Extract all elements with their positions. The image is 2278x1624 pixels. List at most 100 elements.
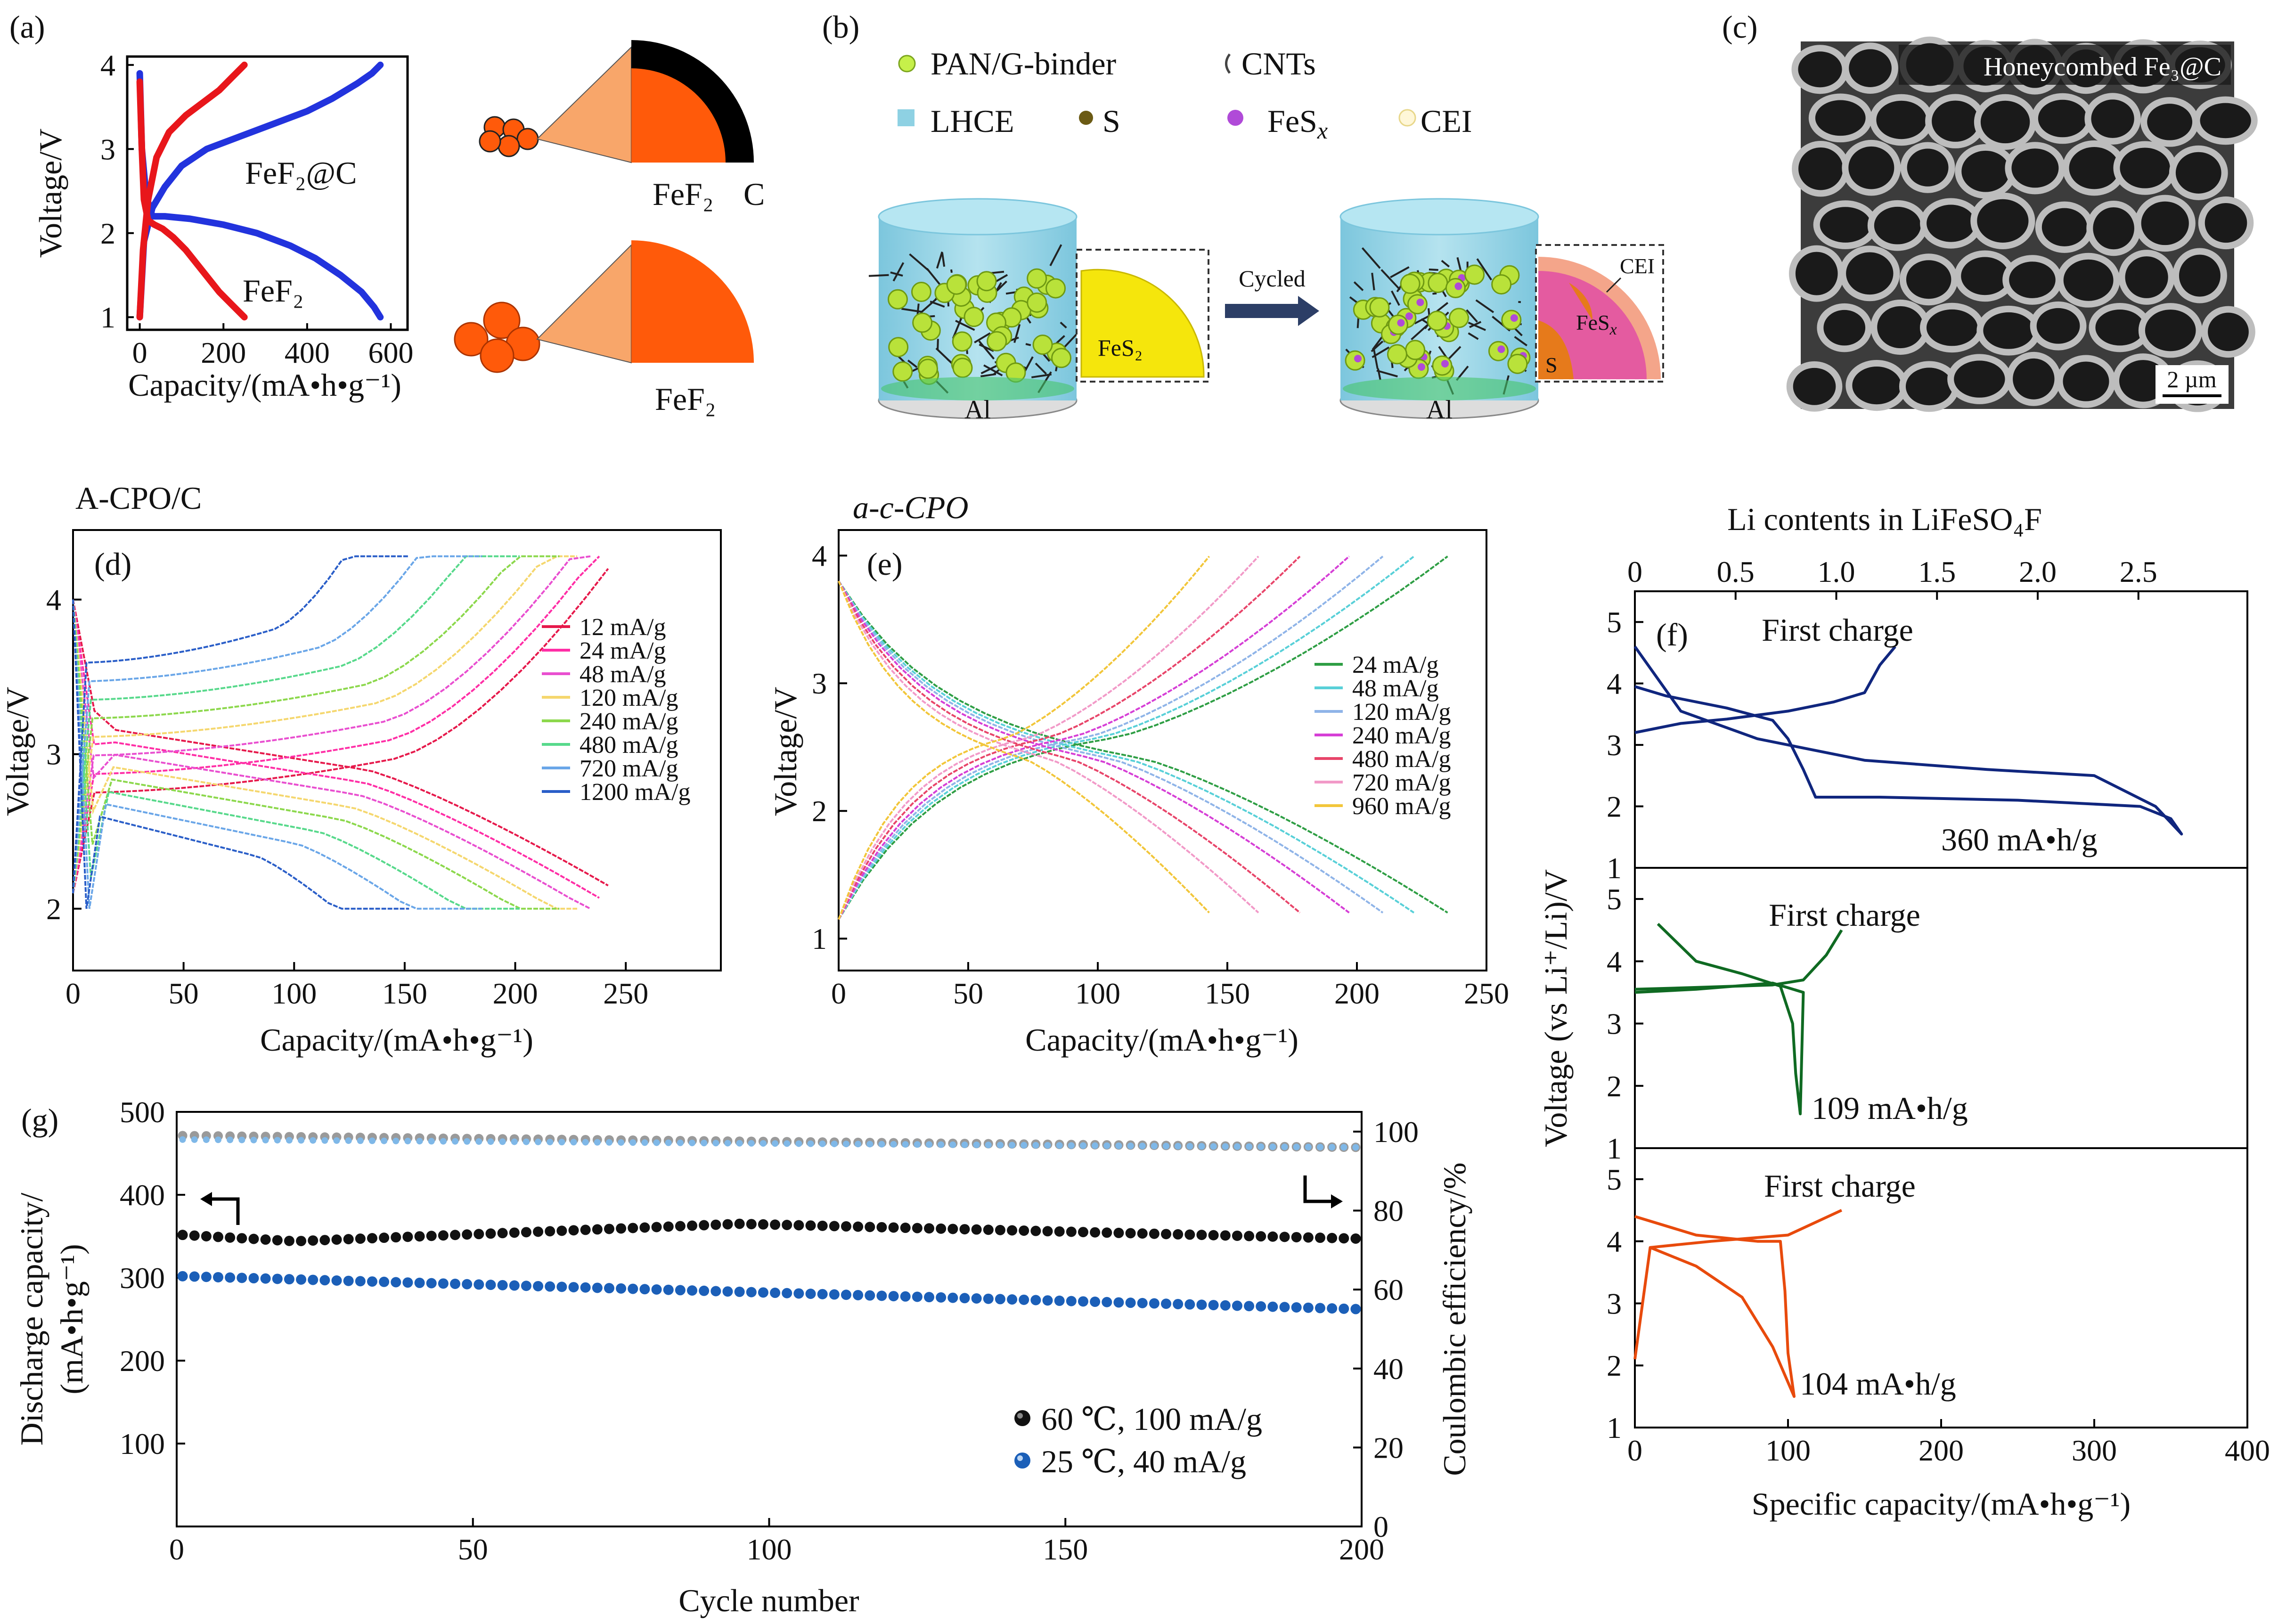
pore xyxy=(1976,305,2041,356)
capacity-point-60c xyxy=(414,1231,425,1242)
cnt-fiber xyxy=(1353,281,1364,291)
particle-large xyxy=(480,338,514,373)
ce-point-25c xyxy=(1316,1143,1323,1151)
capacity-point-25c xyxy=(675,1285,686,1296)
capacity-point-60c xyxy=(533,1226,544,1237)
cnt-fiber xyxy=(892,262,905,282)
fesx-dot xyxy=(1416,298,1424,306)
y-tick-label: 5 xyxy=(1607,882,1622,916)
cnt-fiber xyxy=(1466,309,1478,323)
capacity-point-25c xyxy=(971,1293,982,1304)
capacity-point-60c xyxy=(1196,1230,1207,1240)
panel-a-frame xyxy=(126,55,409,331)
panel-letter-d: (d) xyxy=(94,546,131,582)
cnt-fiber xyxy=(980,373,996,377)
legend-label: 120 mA/g xyxy=(1352,699,1451,726)
ce-point-25c xyxy=(1186,1143,1193,1150)
capacity-point-25c xyxy=(876,1290,887,1301)
pore xyxy=(2172,248,2227,303)
ce-point-25c xyxy=(772,1140,779,1147)
capacity-point-25c xyxy=(331,1275,342,1286)
panel-a-xlabel: Capacity/(mA•h•g⁻¹) xyxy=(128,367,401,403)
charge-curve xyxy=(72,555,560,894)
ce-point-25c xyxy=(712,1140,719,1147)
y-right-tick-label: 60 xyxy=(1373,1273,1404,1306)
cnt-fiber xyxy=(1060,321,1067,329)
right-axis-arrow xyxy=(1303,1175,1340,1203)
pore xyxy=(1867,200,1927,251)
ce-point-25c xyxy=(795,1140,802,1147)
cnt-fiber xyxy=(974,332,991,343)
electrolyte-layer xyxy=(1343,377,1536,400)
ce-point-25c xyxy=(357,1137,364,1144)
ce-point-25c xyxy=(1127,1143,1134,1150)
capacity-point-60c xyxy=(710,1219,721,1230)
x-tick-label: 150 xyxy=(382,977,427,1010)
legend-fesx-main: FeS xyxy=(1267,103,1317,139)
ce-point-25c xyxy=(582,1139,589,1146)
cnt-fiber xyxy=(1441,260,1450,268)
left-axis-arrowhead xyxy=(200,1192,212,1206)
curve-fef2-c-charge xyxy=(136,61,384,321)
pore xyxy=(2086,201,2141,256)
capacity-point-25c xyxy=(888,1291,899,1302)
legend-label: 24 mA/g xyxy=(580,637,666,664)
pore xyxy=(2030,301,2087,351)
y-right-tick-label: 0 xyxy=(1373,1510,1388,1543)
capacity-point-60c xyxy=(770,1219,781,1230)
capacity-point-60c xyxy=(545,1226,555,1237)
panel-letter-f: (f) xyxy=(1656,617,1688,653)
cnt-fiber xyxy=(1031,373,1052,378)
x-tick-label: 300 xyxy=(2072,1434,2117,1467)
capacity-point-60c xyxy=(308,1235,318,1246)
y-tick-label: 4 xyxy=(100,49,115,82)
active-particle xyxy=(963,307,984,327)
capacity-point-25c xyxy=(189,1271,200,1282)
capacity-point-60c xyxy=(746,1219,757,1230)
ce-point-25c xyxy=(274,1137,281,1144)
x-tick-label: 50 xyxy=(169,977,199,1010)
panel-d-curves xyxy=(72,555,609,910)
capacity-point-25c xyxy=(1208,1300,1219,1311)
active-particle xyxy=(911,282,931,302)
panel-g-ylabel-1: Discharge capacity/ xyxy=(14,1192,49,1445)
capacity-point-25c xyxy=(793,1288,804,1299)
y-tick-label: 200 xyxy=(120,1344,165,1378)
capacity-point-60c xyxy=(426,1231,437,1241)
capacity-point-25c xyxy=(1054,1295,1065,1306)
pore xyxy=(1899,253,1958,306)
pore xyxy=(1808,93,1872,143)
top-tick-label: 2.5 xyxy=(2120,555,2157,588)
x-tick-label: 0 xyxy=(132,336,147,369)
schem-bottom-fef2: FeF₂ xyxy=(655,381,716,417)
capacity-point-25c xyxy=(485,1280,496,1290)
capacity-point-25c xyxy=(462,1279,473,1289)
fesx-dot xyxy=(1397,319,1405,327)
capacity-point-60c xyxy=(1279,1232,1290,1242)
panel-g-points xyxy=(177,1131,1361,1314)
ce-point-25c xyxy=(842,1141,849,1148)
fef2-core xyxy=(631,240,754,363)
discharge-curve xyxy=(72,599,560,910)
capacity-point-60c xyxy=(888,1222,899,1233)
ce-point-25c xyxy=(807,1140,814,1147)
pore xyxy=(2134,195,2196,252)
capacity-point-25c xyxy=(1137,1298,1148,1308)
capacity-point-25c xyxy=(509,1280,520,1291)
f-bot-discharge xyxy=(1634,1215,1796,1398)
capacity-point-25c xyxy=(201,1272,212,1282)
active-particle xyxy=(1027,292,1047,313)
charge-curve xyxy=(72,555,600,894)
pore xyxy=(1870,299,1930,355)
capacity-point-25c xyxy=(225,1272,236,1283)
capacity-point-25c xyxy=(983,1293,994,1304)
capacity-point-60c xyxy=(959,1224,970,1235)
capacity-point-25c xyxy=(237,1273,247,1283)
capacity-point-25c xyxy=(450,1279,461,1289)
capacity-point-25c xyxy=(343,1275,354,1286)
ce-point-25c xyxy=(1293,1143,1300,1151)
panel-e-title: a-c-CPO xyxy=(853,490,968,525)
ce-point-25c xyxy=(1103,1142,1110,1149)
particle-small xyxy=(516,128,539,150)
